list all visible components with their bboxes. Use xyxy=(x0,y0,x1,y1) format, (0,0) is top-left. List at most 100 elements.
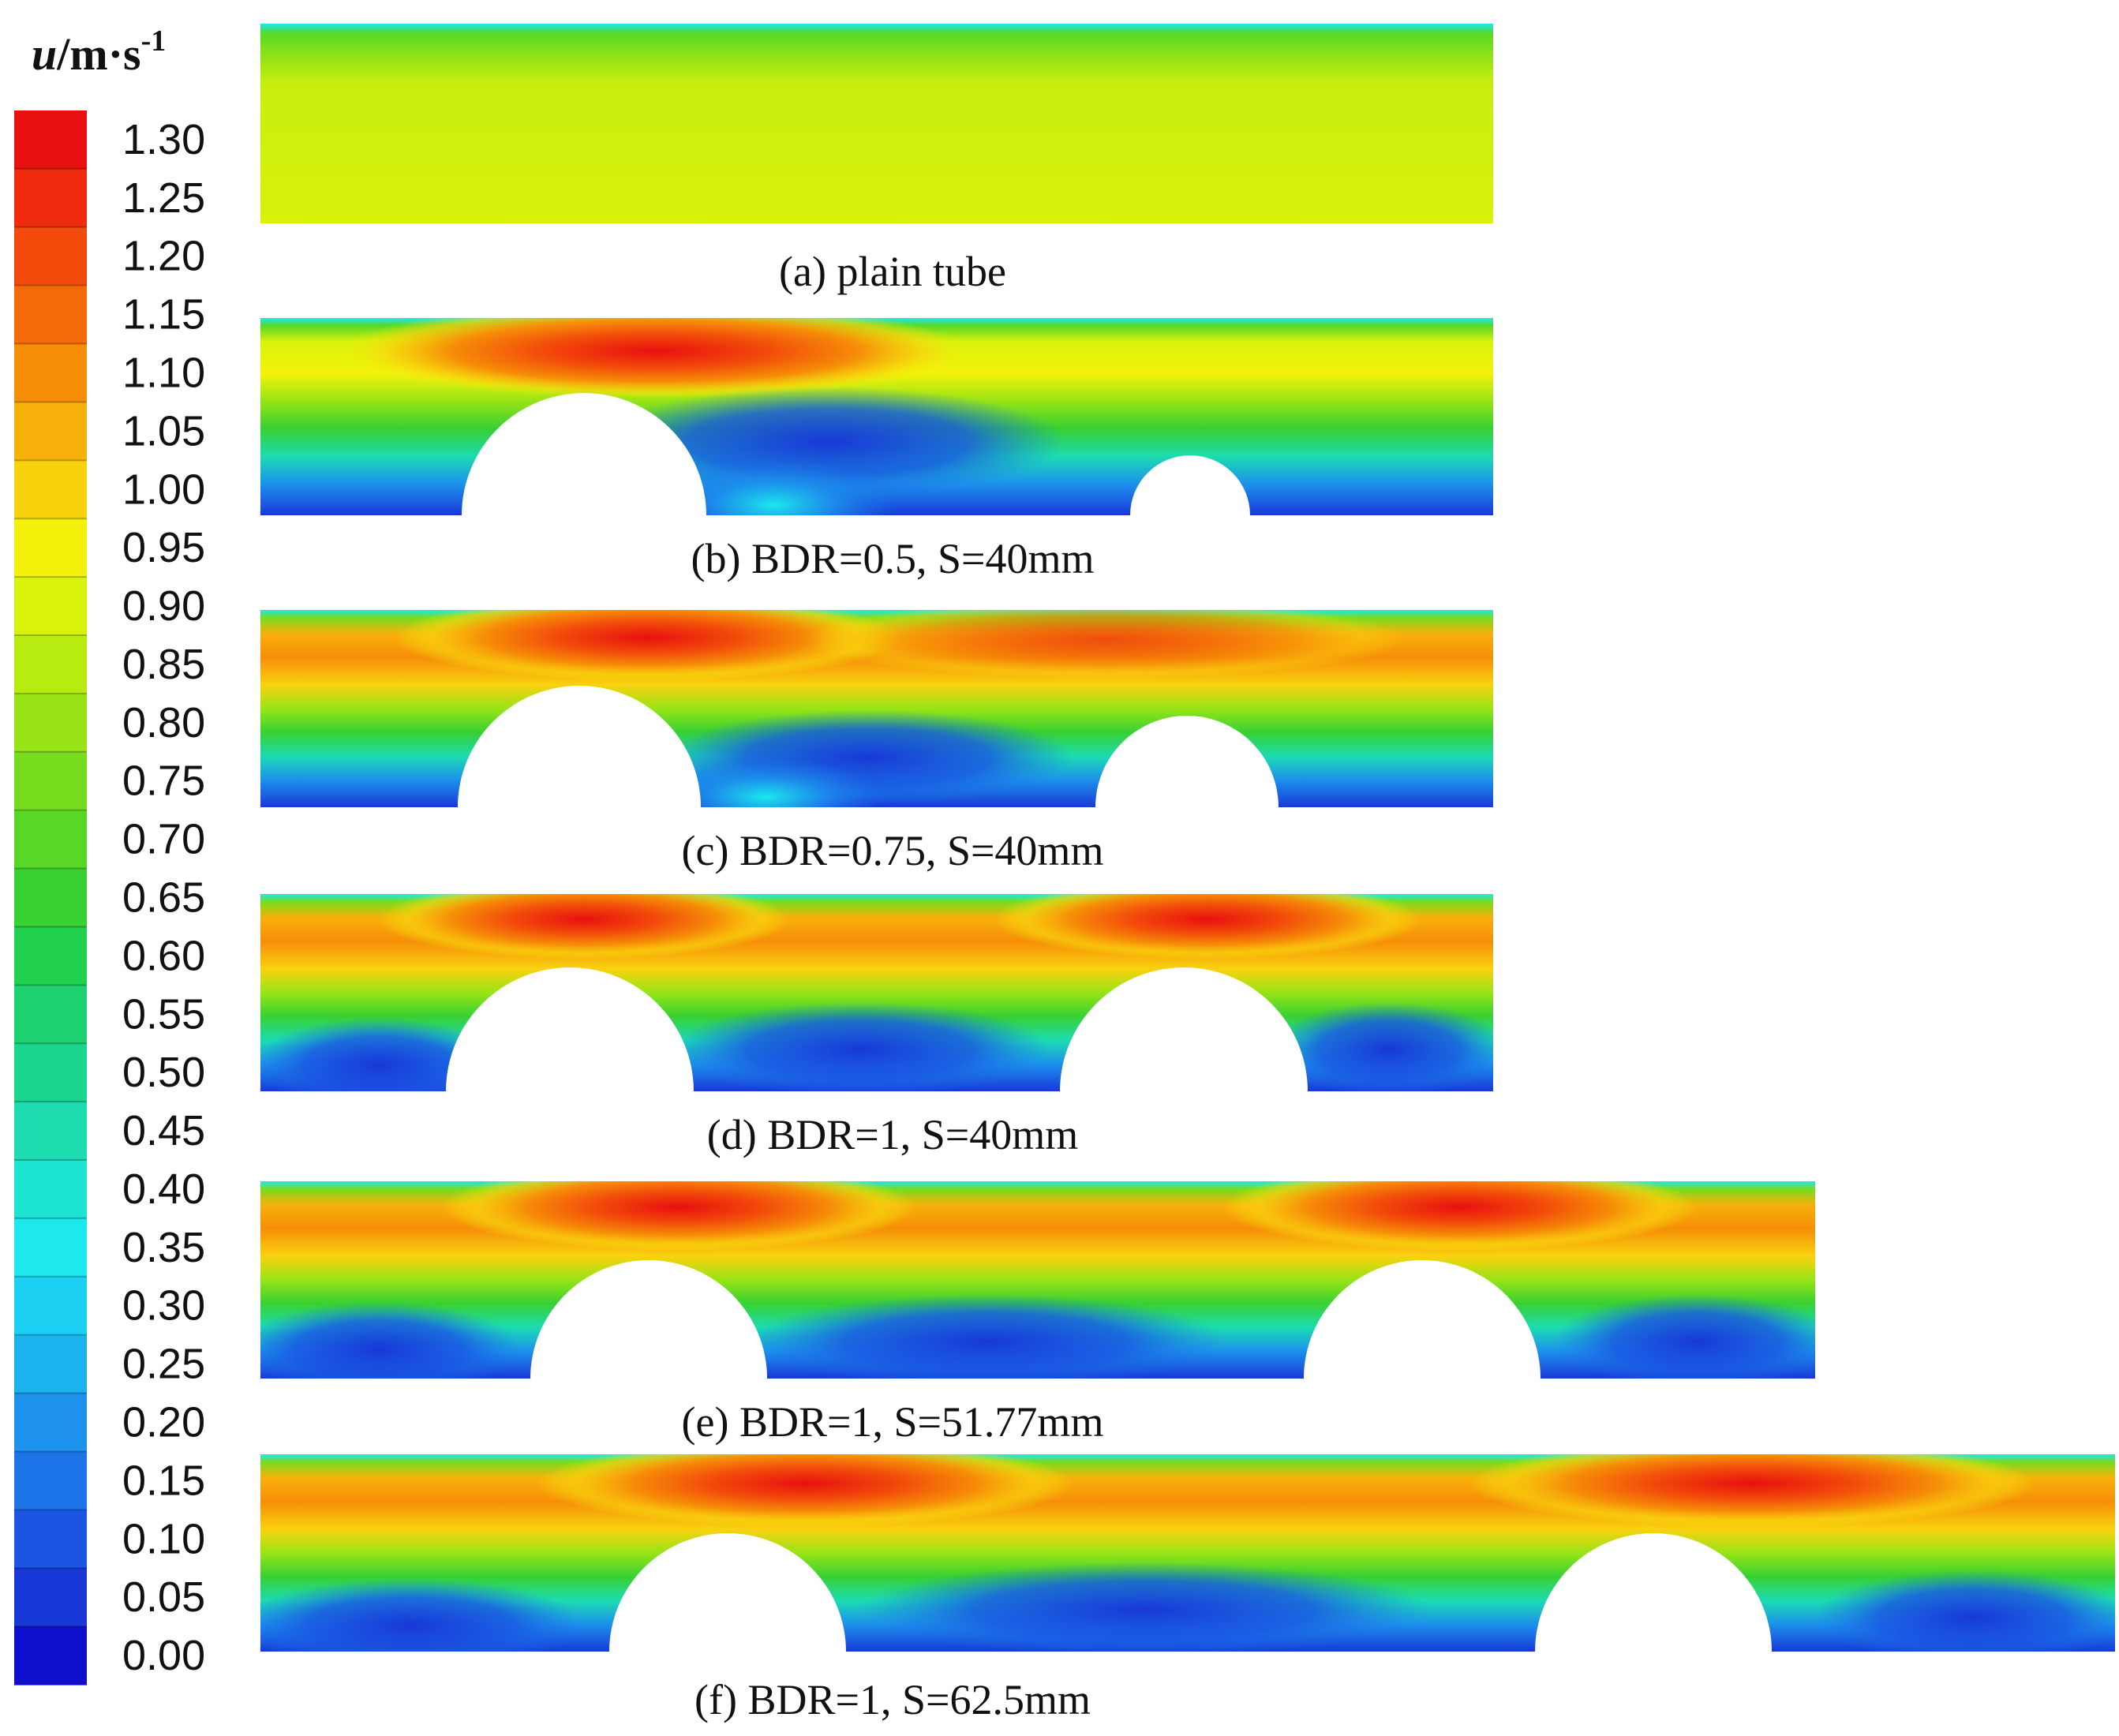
panel-d: (d) BDR=1, S=40mm xyxy=(260,894,1493,1158)
panel-b-jet xyxy=(339,318,971,398)
panel-d-rib-1 xyxy=(446,967,694,1091)
colorbar-tick-label: 0.45 xyxy=(122,1107,205,1154)
colorbar-tick-label: 1.15 xyxy=(122,291,205,339)
colorbar-tick-label: 0.60 xyxy=(122,932,205,979)
colorbar-tick-label: 1.05 xyxy=(122,407,205,455)
colorbar-swatch xyxy=(14,810,87,870)
colorbar-swatch xyxy=(14,635,87,694)
colorbar-tick-label: 0.10 xyxy=(122,1515,205,1562)
colorbar-tick-label: 0.85 xyxy=(122,641,205,688)
panel-e-rib-2 xyxy=(1304,1260,1541,1379)
colorbar-title-exp: -1 xyxy=(141,24,167,58)
colorbar-swatch xyxy=(14,868,87,928)
panel-a-caption: (a) plain tube xyxy=(779,248,1006,295)
panel-d-jet-2 xyxy=(994,894,1421,959)
panel-e-rib-1 xyxy=(530,1260,767,1379)
panel-e: (e) BDR=1, S=51.77mm xyxy=(260,1181,1815,1446)
panel-c: (c) BDR=0.75, S=40mm xyxy=(260,610,1493,874)
panel-e-wake-2 xyxy=(750,1294,1223,1379)
colorbar-swatch xyxy=(14,402,87,461)
colorbar-swatch xyxy=(14,1451,87,1510)
colorbar-tick-label: 0.75 xyxy=(122,758,205,805)
panel-f-caption: (f) BDR=1, S=62.5mm xyxy=(694,1676,1091,1723)
colorbar-tick-label: 1.20 xyxy=(122,233,205,280)
colorbar-tick-label: 0.15 xyxy=(122,1457,205,1504)
panel-f: (f) BDR=1, S=62.5mm xyxy=(260,1454,2115,1723)
colorbar-tick-label: 0.00 xyxy=(122,1632,205,1679)
colorbar-swatch xyxy=(14,1334,87,1394)
panel-f-wake-1 xyxy=(260,1578,584,1652)
colorbar-swatches xyxy=(14,110,87,1685)
colorbar-tick-label: 1.00 xyxy=(122,466,205,513)
panel-e-jet-1 xyxy=(442,1181,915,1251)
colorbar-tick-label: 0.95 xyxy=(122,524,205,571)
colorbar-tick-label: 0.80 xyxy=(122,699,205,746)
colorbar-tick-label: 0.55 xyxy=(122,990,205,1038)
colorbar-title-var: u xyxy=(32,28,57,80)
colorbar-swatch xyxy=(14,693,87,753)
panel-f-jet-1 xyxy=(537,1454,1073,1527)
panel-a-field xyxy=(260,24,1493,223)
colorbar-swatch xyxy=(14,926,87,986)
colorbar-swatch xyxy=(14,1102,87,1161)
panel-e-wake-3 xyxy=(1555,1294,1815,1379)
colorbar-tick-label: 1.10 xyxy=(122,350,205,397)
panel-f-wake-2 xyxy=(860,1562,1428,1652)
colorbar-swatch xyxy=(14,1276,87,1336)
colorbar-tick-label: 0.05 xyxy=(122,1573,205,1621)
panel-b-rib-2 xyxy=(1130,455,1250,515)
colorbar-tick-label: 0.50 xyxy=(122,1049,205,1096)
panel-c-rib-1 xyxy=(458,686,701,807)
colorbar-swatch xyxy=(14,1626,87,1685)
colorbar-tick-label: 1.25 xyxy=(122,174,205,222)
colorbar-swatch xyxy=(14,1568,87,1627)
colorbar-tick-label: 0.40 xyxy=(122,1165,205,1213)
panel-d-caption: (d) BDR=1, S=40mm xyxy=(707,1111,1078,1158)
panel-a: (a) plain tube xyxy=(260,24,1493,295)
panel-e-caption: (e) BDR=1, S=51.77mm xyxy=(682,1398,1104,1446)
panel-b: (b) BDR=0.5, S=40mm xyxy=(260,318,1493,582)
panel-c-rib-2 xyxy=(1095,716,1279,807)
colorbar-swatch xyxy=(14,226,87,286)
panel-f-rib-2 xyxy=(1535,1533,1772,1652)
colorbar-swatch xyxy=(14,168,87,228)
colorbar-swatch xyxy=(14,751,87,811)
panel-f-rib-1 xyxy=(609,1533,846,1652)
colorbar-tick-label: 1.30 xyxy=(122,116,205,163)
panel-d-wake-2 xyxy=(671,1002,1050,1091)
colorbar-tick-label: 0.35 xyxy=(122,1224,205,1271)
colorbar-swatch xyxy=(14,985,87,1044)
colorbar-tick-label: 0.65 xyxy=(122,874,205,922)
colorbar-swatch xyxy=(14,577,87,636)
colorbar-tick-label: 0.20 xyxy=(122,1399,205,1446)
colorbar-swatch xyxy=(14,1393,87,1453)
colorbar-swatch xyxy=(14,343,87,403)
colorbar-title: u/m·s-1 xyxy=(32,24,166,80)
panel-f-jet-2 xyxy=(1468,1454,2036,1527)
colorbar: u/m·s-1 1.30 1.25 1.20 1.15 1.10 1.05 1.00 0.95… xyxy=(14,24,205,1685)
panel-c-recirc xyxy=(647,758,884,807)
colorbar-swatch xyxy=(14,460,87,519)
panel-e-jet-2 xyxy=(1223,1181,1697,1251)
colorbar-title-unit: /m·s xyxy=(56,28,140,80)
panel-b-rib-1 xyxy=(462,393,706,515)
colorbar-swatch xyxy=(14,1510,87,1569)
colorbar-swatch xyxy=(14,1160,87,1219)
colorbar-tick-label: 0.25 xyxy=(122,1341,205,1388)
panel-c-jet xyxy=(395,610,900,681)
panel-d-rib-2 xyxy=(1060,967,1308,1091)
panel-e-wake-1 xyxy=(260,1302,521,1379)
colorbar-tick-label: 0.70 xyxy=(122,816,205,863)
panel-f-wake-3 xyxy=(1815,1570,2115,1652)
colorbar-swatch xyxy=(14,1043,87,1102)
panel-c-caption: (c) BDR=0.75, S=40mm xyxy=(682,827,1104,874)
colorbar-swatch xyxy=(14,1218,87,1278)
colorbar-tick-label: 0.90 xyxy=(122,582,205,630)
panel-b-recirc xyxy=(647,458,900,515)
colorbar-ticks: 1.30 1.25 1.20 1.15 1.10 1.05 1.00 0.95 0.90 0.85… xyxy=(122,116,205,1679)
colorbar-swatch xyxy=(14,518,87,578)
panel-d-wake-1 xyxy=(260,1018,505,1091)
panel-b-caption: (b) BDR=0.5, S=40mm xyxy=(691,535,1095,582)
colorbar-swatch xyxy=(14,285,87,345)
